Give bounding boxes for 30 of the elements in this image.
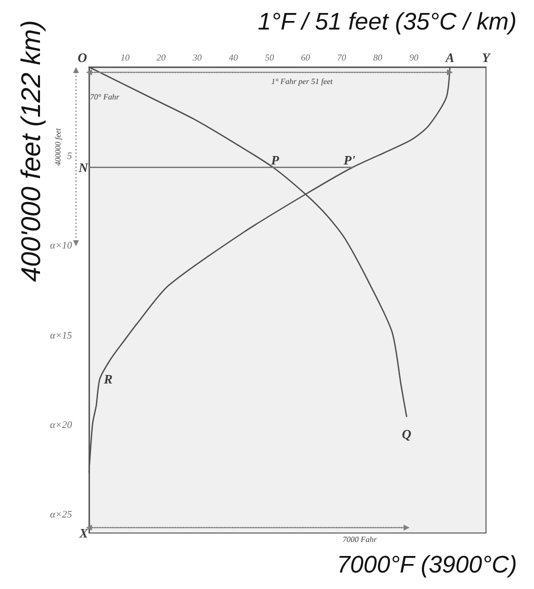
annotation: Q — [402, 426, 412, 442]
x-axis-title: 1°F / 51 feet (35°C / km) — [258, 8, 517, 36]
annotation: A — [444, 50, 455, 65]
x-tick-label: 60 — [301, 52, 311, 62]
x-tick-label: 90 — [409, 52, 419, 62]
annotation: X — [78, 526, 88, 540]
text: 7000°F (3900°C) — [336, 552, 517, 578]
annotation: O — [78, 50, 88, 65]
y-tick-label: α×10 — [50, 240, 72, 252]
x-tick-label: 40 — [228, 52, 238, 62]
y-tick-label: α×20 — [50, 420, 72, 431]
annotation: P' — [344, 152, 356, 168]
x-tick-label: 80 — [373, 52, 383, 62]
annotation: N — [78, 160, 89, 175]
y-tick-label: α×25 — [50, 510, 72, 521]
y-tick-label: α×15 — [50, 330, 72, 342]
x-tick-label: 10 — [120, 52, 130, 62]
text: Y — [482, 50, 492, 65]
x-tick-label: 20 — [156, 52, 166, 62]
y-axis-title: 400'000 feet (122 km) — [16, 20, 46, 282]
x-tick-label: 30 — [192, 52, 202, 62]
annotation: 7000 Fahr — [342, 535, 378, 544]
y-tick-label: 5 — [67, 151, 72, 162]
x-tick-label: 70 — [337, 52, 347, 62]
annotation: 70° Fahr — [90, 92, 120, 102]
text: 400000 feet — [54, 127, 62, 166]
annotation: 1° Fahr per 51 feet — [271, 76, 334, 86]
annotation: P — [271, 152, 280, 168]
x-tick-label: 50 — [264, 52, 274, 62]
annotation: R — [102, 371, 113, 386]
